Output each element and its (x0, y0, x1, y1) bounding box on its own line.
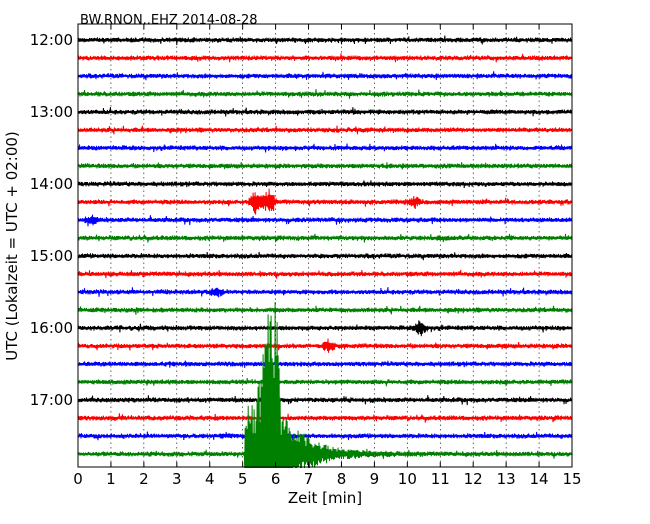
seismic-trace (77, 287, 573, 298)
y-tick-label: 13:00 (30, 103, 73, 121)
seismic-trace (77, 360, 573, 368)
y-tick-label: 12:00 (30, 31, 73, 49)
x-tick-label: 15 (562, 470, 581, 488)
x-tick-label: 13 (497, 470, 516, 488)
seismic-trace (77, 338, 573, 353)
x-tick-label: 4 (205, 470, 215, 488)
seismic-trace (77, 125, 573, 135)
x-tick-label: 11 (431, 470, 450, 488)
seismic-trace (77, 395, 573, 406)
seismic-trace (77, 188, 573, 215)
x-tick-label: 1 (106, 470, 116, 488)
seismic-trace (77, 431, 573, 441)
seismic-trace (77, 378, 573, 387)
seismic-trace (77, 251, 573, 261)
seismic-trace (77, 71, 573, 81)
seismic-trace (77, 53, 573, 63)
seismic-trace (77, 180, 573, 188)
x-tick-label: 2 (139, 470, 149, 488)
seismic-trace (77, 301, 573, 469)
y-tick-label: 16:00 (30, 319, 73, 337)
seismic-trace (77, 35, 573, 46)
seismic-trace (77, 107, 573, 117)
chart-title: BW.RNON..EHZ 2014-08-28 (80, 13, 258, 28)
x-tick-label: 9 (370, 470, 380, 488)
x-tick-label: 12 (464, 470, 483, 488)
x-tick-label: 8 (337, 470, 347, 488)
x-tick-label: 7 (304, 470, 314, 488)
y-tick-label: 15:00 (30, 247, 73, 265)
x-tick-label: 10 (398, 470, 417, 488)
x-tick-label: 6 (271, 470, 281, 488)
seismic-trace (77, 143, 573, 153)
seismic-trace (77, 320, 573, 337)
seismic-trace (77, 413, 573, 423)
seismic-trace (77, 89, 573, 99)
plot-frame (77, 23, 573, 468)
seismic-trace (77, 214, 573, 227)
y-tick-label: 14:00 (30, 175, 73, 193)
x-axis-label: Zeit [min] (288, 489, 362, 507)
y-axis-label: UTC (Lokalzeit = UTC + 02:00) (3, 131, 21, 361)
seismic-trace (77, 305, 573, 315)
seismic-trace (77, 161, 573, 170)
x-tick-label: 14 (530, 470, 549, 488)
seismic-trace (77, 269, 573, 279)
x-tick-label: 3 (172, 470, 182, 488)
seismic-trace (77, 233, 573, 243)
x-tick-label: 0 (73, 470, 83, 488)
y-tick-label: 17:00 (30, 391, 73, 409)
x-tick-label: 5 (238, 470, 248, 488)
